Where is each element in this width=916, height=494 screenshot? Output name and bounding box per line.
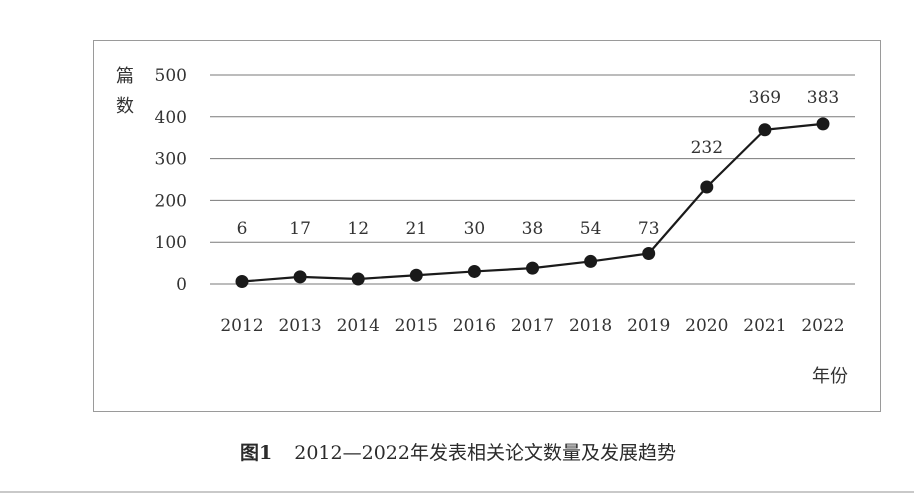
y-tick-label: 200 (155, 191, 187, 211)
y-tick-label: 400 (155, 108, 187, 128)
x-tick-label: 2016 (453, 316, 496, 336)
data-label: 54 (580, 219, 602, 239)
data-label: 12 (347, 219, 369, 239)
x-tick-label: 2020 (685, 316, 728, 336)
data-point (700, 180, 714, 194)
figure-title: 2012—2022年发表相关论文数量及发展趋势 (294, 442, 676, 464)
data-label: 17 (289, 219, 311, 239)
data-label: 6 (237, 219, 248, 239)
data-label: 369 (749, 88, 781, 108)
data-point (526, 261, 539, 275)
y-tick-label: 100 (155, 233, 187, 253)
data-point (351, 272, 365, 286)
series-line (241, 122, 824, 283)
x-tick-label: 2013 (278, 316, 321, 336)
data-label: 21 (405, 219, 427, 239)
y-axis-label-char: 数 (116, 96, 134, 117)
figure-caption: 图1 2012—2022年发表相关论文数量及发展趋势 (0, 438, 916, 465)
figure-number: 图1 (240, 442, 273, 464)
data-label: 38 (522, 219, 544, 239)
x-tick-label: 2012 (220, 316, 263, 336)
data-label: 383 (807, 88, 839, 108)
chart-frame (93, 40, 881, 412)
data-point (816, 117, 830, 131)
data-label: 232 (691, 138, 723, 158)
y-tick-label: 500 (155, 66, 187, 86)
x-tick-label: 2018 (569, 316, 612, 336)
x-tick-label: 2014 (337, 316, 380, 336)
x-tick-label: 2015 (395, 316, 438, 336)
x-axis-label: 年份 (812, 366, 848, 387)
data-point (293, 270, 307, 284)
data-point (235, 274, 249, 288)
data-point (409, 268, 423, 282)
y-tick-label: 300 (155, 150, 187, 170)
y-tick-label: 0 (176, 275, 187, 295)
data-point (467, 264, 481, 278)
y-axis-label: 篇数 (116, 66, 134, 117)
x-tick-label: 2019 (627, 316, 670, 336)
data-point (642, 246, 656, 260)
x-tick-label: 2022 (801, 316, 844, 336)
x-tick-label: 2017 (511, 316, 554, 336)
data-label: 73 (638, 219, 660, 239)
x-tick-label: 2021 (743, 316, 786, 336)
y-axis-label-char: 篇 (116, 66, 134, 87)
data-label: 30 (464, 219, 486, 239)
data-point (758, 123, 772, 137)
data-point (584, 254, 598, 268)
